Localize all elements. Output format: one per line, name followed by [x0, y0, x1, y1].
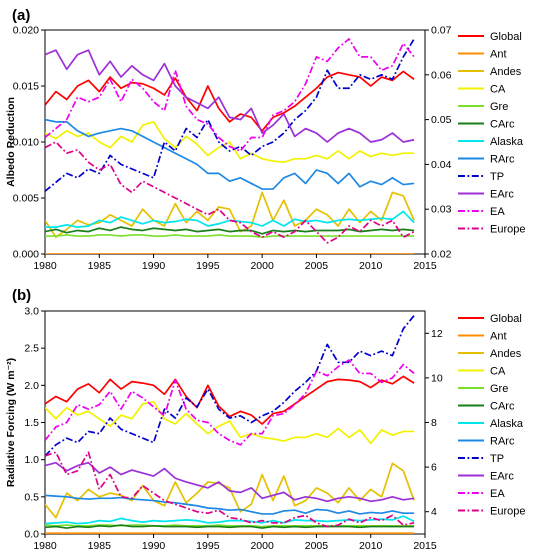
legend-label-alaska: Alaska: [490, 136, 524, 148]
y-tick-label: 3.0: [24, 306, 39, 318]
y2-tick-label: 12: [431, 328, 443, 340]
x-tick-label: 2000: [250, 540, 274, 550]
series-line-tp: [45, 38, 415, 192]
series-lines: [45, 314, 415, 534]
panel-label: (a): [12, 7, 30, 24]
y-tick-label: 0.010: [13, 137, 39, 149]
legend-label-andes: Andes: [490, 66, 522, 78]
series-lines: [45, 38, 415, 254]
x-tick-label: 1980: [33, 260, 57, 272]
legend-label-gre: Gre: [490, 101, 508, 113]
x-tick-label: 2015: [413, 540, 437, 550]
y-tick-label: 2.5: [24, 343, 39, 355]
legend: Global Ant Andes CA Gre CArc Alaska RArc TP EArc E…: [458, 313, 525, 518]
series-line-gre: [45, 524, 415, 528]
legend-label-ant: Ant: [490, 331, 507, 343]
legend-label-alaska: Alaska: [490, 418, 524, 430]
series-line-carc: [45, 226, 415, 235]
y-tick-label: 0.005: [13, 193, 39, 205]
legend-label-earc: EArc: [490, 471, 514, 483]
series-line-gre: [45, 234, 415, 239]
legend-label-andes: Andes: [490, 348, 522, 360]
x-tick-label: 2010: [359, 540, 383, 550]
panel-b: (b) 1980 1985 1990 1995 2000 2005 2010 2015 0.0 0.…: [5, 287, 525, 550]
y-tick-label: 0.020: [13, 25, 39, 37]
y-tick-label: 2.0: [24, 380, 39, 392]
y2-tick-label: 0.06: [431, 69, 452, 81]
series-line-earc: [45, 461, 415, 503]
y-tick-label: 1.0: [24, 454, 39, 466]
x-tick-label: 1990: [142, 260, 166, 272]
series-line-ea: [45, 359, 415, 446]
legend-label-global: Global: [490, 31, 522, 43]
y-tick-label: 0.0: [24, 529, 39, 541]
y2-tick-label: 8: [431, 417, 437, 429]
y-tick-label: 0.015: [13, 81, 39, 93]
series-line-europe: [45, 451, 415, 528]
y2-tick-label: 0.03: [431, 204, 452, 216]
legend-label-ant: Ant: [490, 49, 507, 61]
x-tick-label: 2010: [359, 260, 383, 272]
legend-label-carc: CArc: [490, 119, 515, 131]
x-tick-label: 1995: [196, 260, 220, 272]
panel-a: (a) 1980 1985 1990 1995 2000 2005 2010 2015 0.000…: [5, 7, 525, 272]
x-tick-label: 2015: [413, 260, 437, 272]
x-tick-label: 2005: [305, 260, 329, 272]
y-tick-label: 1.5: [24, 417, 39, 429]
legend-label-earc: EArc: [490, 189, 514, 201]
y2-tick-label: 0.07: [431, 25, 452, 37]
y2-tick-label: 0.04: [431, 159, 452, 171]
y2-tick-label: 0.05: [431, 114, 452, 126]
legend-label-tp: TP: [490, 453, 504, 465]
legend-label-ea: EA: [490, 206, 505, 218]
series-line-alaska: [45, 210, 415, 228]
legend-label-carc: CArc: [490, 401, 515, 413]
series-line-earc: [45, 49, 415, 143]
y2-tick-label: 0.02: [431, 249, 452, 261]
series-line-tp: [45, 314, 415, 457]
legend-label-rarc: RArc: [490, 154, 515, 166]
y-tick-label: 0.5: [24, 491, 39, 503]
series-line-carc: [45, 524, 415, 529]
series-line-europe: [45, 141, 415, 244]
x-tick-label: 1990: [142, 540, 166, 550]
legend: Global Ant Andes CA Gre CArc Alaska RArc TP EArc E…: [458, 31, 525, 236]
x-tick-label: 1995: [196, 540, 220, 550]
legend-label-europe: Europe: [490, 224, 525, 236]
legend-label-ea: EA: [490, 488, 505, 500]
y2-tick-label: 6: [431, 462, 437, 474]
legend-label-ca: CA: [490, 84, 506, 96]
series-line-ca: [45, 120, 415, 164]
series-line-ca: [45, 400, 415, 445]
y-axis-label: Albedo Reduction: [5, 97, 17, 187]
series-line-global: [45, 70, 415, 132]
legend-label-gre: Gre: [490, 383, 508, 395]
x-tick-label: 1985: [88, 540, 112, 550]
series-line-ea: [45, 38, 415, 152]
x-tick-label: 2005: [305, 540, 329, 550]
y-tick-label: 0.000: [13, 249, 39, 261]
x-tick-label: 2000: [250, 260, 274, 272]
legend-label-global: Global: [490, 313, 522, 325]
x-tick-label: 1985: [88, 260, 112, 272]
y2-tick-label: 10: [431, 372, 443, 384]
series-line-alaska: [45, 515, 415, 525]
x-tick-label: 1980: [33, 540, 57, 550]
y-axis-label: Radiative Forcing (W m⁻²): [5, 358, 17, 487]
legend-label-ca: CA: [490, 366, 506, 378]
series-line-global: [45, 375, 415, 425]
legend-label-europe: Europe: [490, 506, 525, 518]
series-line-rarc: [45, 118, 415, 190]
series-line-andes: [45, 191, 415, 239]
series-line-rarc: [45, 494, 415, 515]
y2-tick-label: 4: [431, 506, 437, 518]
legend-label-tp: TP: [490, 171, 504, 183]
legend-label-rarc: RArc: [490, 436, 515, 448]
series-line-andes: [45, 462, 415, 519]
panel-label: (b): [12, 287, 31, 304]
